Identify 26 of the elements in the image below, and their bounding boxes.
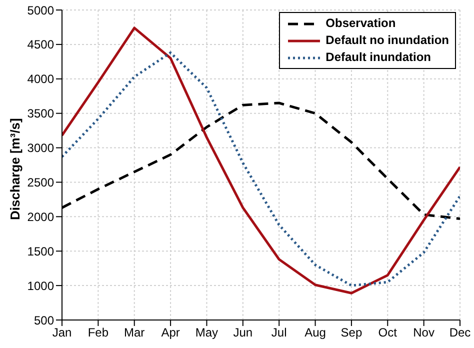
x-tick-label: Dec [449,326,471,340]
y-tick-label: 1500 [27,244,54,258]
x-tick-label: Nov [413,326,434,340]
y-tick-label: 2500 [27,175,54,190]
y-tick-label: 3500 [27,106,54,121]
y-tick-label: 5000 [27,3,54,18]
x-tick-label: Oct [378,326,398,340]
x-tick-label: Feb [88,326,109,340]
y-tick-label: 1000 [27,278,54,293]
y-tick-label: 500 [34,313,54,328]
legend-label: Default no inundation [326,32,449,49]
legend-label: Default inundation [326,49,431,66]
x-tick-label: Jul [271,326,287,340]
y-axis-title: Discharge [m³/s] [8,118,23,220]
x-tick-label: Mar [124,326,145,340]
x-tick-label: Apr [161,326,180,340]
x-tick-label: Aug [304,326,326,340]
legend-label: Observation [326,15,396,32]
y-tick-label: 4500 [27,38,54,52]
y-tick-label: 3000 [27,141,54,156]
y-tick-label: 2000 [27,210,54,224]
x-tick-label: Jun [233,326,253,340]
x-tick-label: May [195,326,218,340]
x-tick-label: Sep [340,326,362,340]
y-tick-label: 4000 [27,72,54,86]
x-tick-label: Jan [52,326,72,340]
